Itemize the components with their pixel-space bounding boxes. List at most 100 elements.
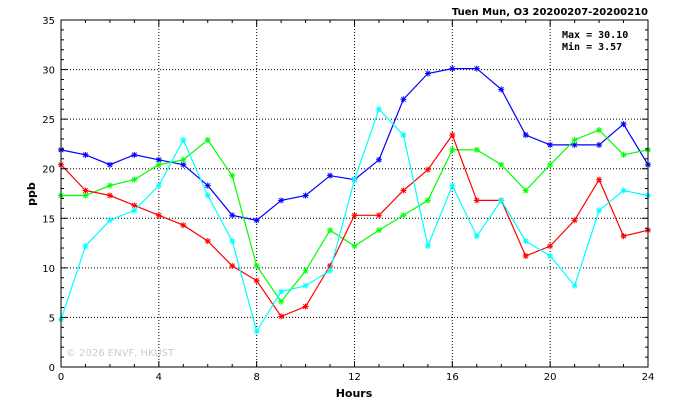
data-point [155, 156, 162, 163]
x-tick-label: 20 [544, 372, 557, 383]
data-point [424, 166, 431, 173]
data-point [522, 187, 529, 194]
data-point [253, 328, 260, 335]
data-point [229, 172, 236, 179]
data-point [278, 313, 285, 320]
data-point [302, 192, 309, 199]
data-point [424, 243, 431, 250]
grid [61, 20, 648, 367]
data-point [473, 146, 480, 153]
data-point [400, 96, 407, 103]
data-point [498, 161, 505, 168]
data-point [351, 212, 358, 219]
data-point [106, 217, 113, 224]
data-point [596, 141, 603, 148]
data-point [473, 197, 480, 204]
data-point [302, 303, 309, 310]
min-annotation: Min = 3.57 [562, 41, 622, 53]
data-point [278, 197, 285, 204]
data-point [180, 222, 187, 229]
y-tick-label: 25 [42, 115, 55, 126]
data-point [400, 187, 407, 194]
data-point [278, 288, 285, 295]
data-point [547, 141, 554, 148]
data-point [180, 136, 187, 143]
data-point [106, 192, 113, 199]
data-point [327, 227, 334, 234]
data-point [620, 187, 627, 194]
data-point [106, 182, 113, 189]
x-tick-label: 4 [156, 372, 162, 383]
data-point [375, 156, 382, 163]
data-point [547, 243, 554, 250]
watermark: © 2026 ENVF, HKUST [66, 348, 175, 359]
data-point [82, 243, 89, 250]
x-tick-label: 0 [58, 372, 64, 383]
series-group [58, 65, 651, 335]
data-point [131, 207, 138, 214]
data-point [106, 161, 113, 168]
data-point [620, 121, 627, 128]
x-tick-label: 24 [642, 372, 655, 383]
x-tick-label: 12 [348, 372, 361, 383]
data-point [204, 182, 211, 189]
data-point [155, 212, 162, 219]
data-point [131, 151, 138, 158]
series-line [60, 108, 649, 333]
data-point [204, 136, 211, 143]
data-point [473, 233, 480, 240]
x-tick-label: 16 [446, 372, 459, 383]
data-point [522, 238, 529, 245]
data-point [82, 187, 89, 194]
data-point [424, 197, 431, 204]
data-point [571, 282, 578, 289]
data-point [229, 212, 236, 219]
data-point [229, 238, 236, 245]
data-point [571, 217, 578, 224]
data-point [351, 243, 358, 250]
y-tick-label: 35 [42, 16, 55, 27]
data-point [302, 282, 309, 289]
data-point [449, 182, 456, 189]
data-point [82, 151, 89, 158]
data-point [596, 207, 603, 214]
y-ticks: 0 5 10 15 20 25 30 35 [42, 16, 648, 374]
data-point [302, 267, 309, 274]
series-4 [58, 106, 651, 335]
data-point [253, 217, 260, 224]
max-annotation: Max = 30.10 [562, 30, 628, 41]
data-point [620, 233, 627, 240]
data-point [596, 176, 603, 183]
y-tick-label: 15 [42, 214, 55, 225]
data-point [204, 238, 211, 245]
data-point [155, 182, 162, 189]
data-point [400, 132, 407, 139]
data-point [449, 132, 456, 139]
series-2 [58, 127, 651, 305]
series-3 [58, 132, 651, 320]
data-point [498, 197, 505, 204]
y-tick-label: 30 [42, 66, 55, 77]
data-point [473, 65, 480, 72]
data-point [522, 252, 529, 259]
chart-title: Tuen Mun, O3 20200207-20200210 [452, 7, 648, 18]
x-axis-label: Hours [336, 387, 373, 400]
data-point [327, 172, 334, 179]
y-tick-label: 20 [42, 165, 55, 176]
data-point [449, 65, 456, 72]
data-point [449, 146, 456, 153]
data-point [596, 127, 603, 134]
data-point [131, 176, 138, 183]
data-point [155, 161, 162, 168]
data-point [253, 262, 260, 269]
y-tick-label: 10 [42, 264, 55, 275]
x-ticks: 0 4 8 12 16 20 24 [58, 20, 655, 383]
data-point [351, 176, 358, 183]
data-point [229, 262, 236, 269]
data-point [278, 298, 285, 305]
x-tick-label: 8 [253, 372, 259, 383]
data-point [498, 86, 505, 93]
series-line [60, 133, 649, 318]
y-tick-label: 0 [49, 363, 55, 374]
